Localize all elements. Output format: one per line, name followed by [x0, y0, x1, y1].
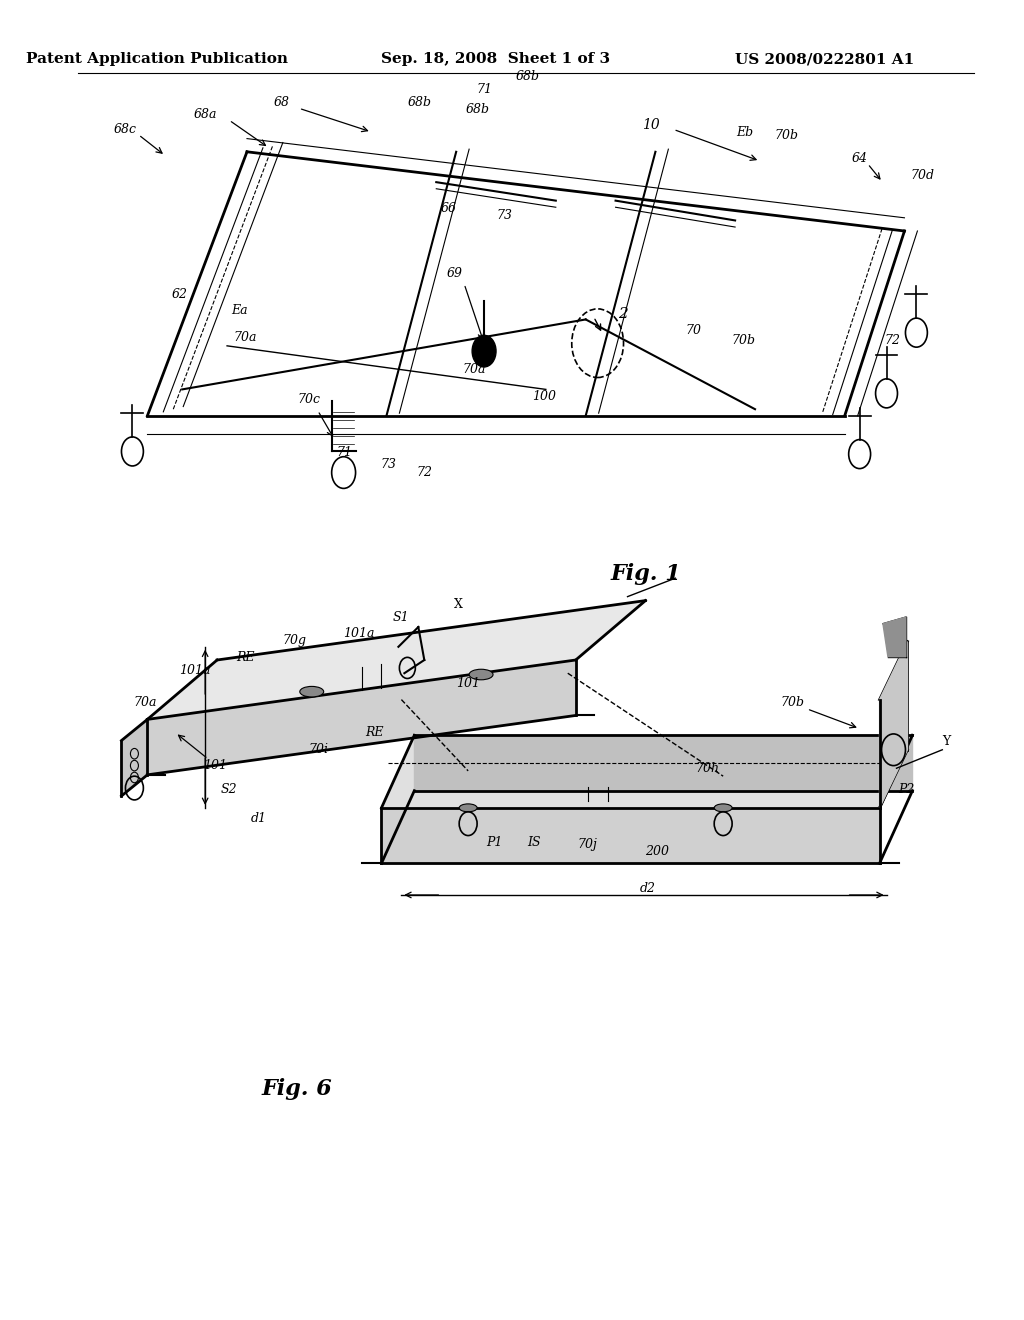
Text: 72: 72 — [417, 466, 432, 479]
Ellipse shape — [469, 669, 493, 680]
Polygon shape — [122, 719, 147, 796]
Text: 62: 62 — [171, 288, 187, 301]
Text: d2: d2 — [639, 882, 655, 895]
Text: Fig. 6: Fig. 6 — [261, 1078, 332, 1100]
Text: 100: 100 — [531, 389, 556, 403]
Text: P2: P2 — [898, 783, 914, 796]
Text: 101a: 101a — [179, 664, 211, 677]
Text: d1: d1 — [251, 812, 267, 825]
Ellipse shape — [714, 804, 732, 812]
Text: 101: 101 — [203, 759, 227, 772]
Text: 68b: 68b — [516, 70, 540, 83]
Text: S2: S2 — [221, 783, 238, 796]
Polygon shape — [147, 660, 575, 775]
Text: 73: 73 — [381, 458, 396, 471]
Text: Patent Application Publication: Patent Application Publication — [27, 53, 289, 66]
Circle shape — [472, 335, 496, 367]
Ellipse shape — [459, 804, 477, 812]
Polygon shape — [382, 735, 912, 808]
Text: 70a: 70a — [463, 363, 485, 376]
Text: RE: RE — [366, 726, 384, 739]
Polygon shape — [415, 735, 912, 791]
Text: 68a: 68a — [194, 108, 217, 121]
Text: 64: 64 — [852, 152, 867, 165]
Text: S1: S1 — [393, 611, 410, 624]
Polygon shape — [147, 601, 645, 719]
Polygon shape — [883, 616, 906, 656]
Text: 71: 71 — [337, 446, 352, 459]
Text: 2: 2 — [617, 308, 628, 321]
Polygon shape — [382, 808, 880, 863]
Text: 70c: 70c — [297, 393, 321, 407]
Text: 73: 73 — [496, 209, 512, 222]
Text: 70d: 70d — [910, 169, 934, 182]
Text: 70g: 70g — [283, 634, 307, 647]
Text: 10: 10 — [642, 119, 659, 132]
Ellipse shape — [300, 686, 324, 697]
Text: 70b: 70b — [731, 334, 755, 347]
Text: 70a: 70a — [133, 696, 157, 709]
Text: IS: IS — [527, 836, 541, 849]
Text: Y: Y — [942, 735, 950, 748]
Text: Eb: Eb — [736, 125, 754, 139]
Text: 68b: 68b — [466, 103, 490, 116]
Text: 200: 200 — [645, 845, 670, 858]
Text: 68c: 68c — [114, 123, 137, 136]
Text: Fig. 1: Fig. 1 — [610, 564, 681, 585]
Text: 70j: 70j — [578, 838, 598, 851]
Text: 70b: 70b — [775, 129, 799, 143]
Text: 70i: 70i — [308, 743, 329, 756]
Text: Ea: Ea — [230, 304, 248, 317]
Text: 68b: 68b — [408, 96, 431, 110]
Polygon shape — [880, 642, 907, 808]
Text: 101a: 101a — [343, 627, 375, 640]
Text: 70h: 70h — [695, 762, 719, 775]
Text: 70b: 70b — [781, 696, 805, 709]
Text: 70: 70 — [685, 323, 701, 337]
Text: X: X — [454, 598, 463, 611]
Text: 68: 68 — [273, 96, 290, 110]
Text: RE: RE — [236, 651, 254, 664]
Text: P1: P1 — [485, 836, 502, 849]
Text: 66: 66 — [440, 202, 457, 215]
Text: US 2008/0222801 A1: US 2008/0222801 A1 — [735, 53, 914, 66]
Text: 69: 69 — [446, 267, 462, 280]
Text: Sep. 18, 2008  Sheet 1 of 3: Sep. 18, 2008 Sheet 1 of 3 — [382, 53, 610, 66]
Text: 71: 71 — [476, 83, 493, 96]
Text: 70a: 70a — [233, 331, 257, 345]
Text: 101: 101 — [456, 677, 480, 690]
Text: 72: 72 — [885, 334, 900, 347]
